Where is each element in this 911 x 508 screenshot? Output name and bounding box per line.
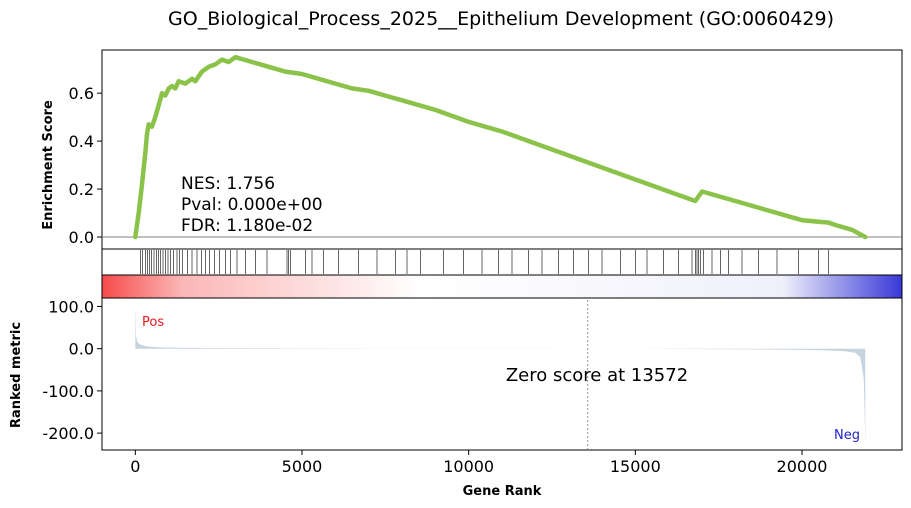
x-tick-label: 15000: [610, 457, 661, 476]
metric-tick-label: -200.0: [42, 424, 94, 443]
metric-y-ticks: 100.0 0.0 -100.0 -200.0: [42, 297, 102, 443]
rank-gradient-bar: [101, 274, 903, 299]
running-es-line: [133, 54, 868, 240]
es-tick-label: 0.6: [69, 84, 94, 103]
es-tick-label: 0.2: [69, 180, 94, 199]
metric-panel-frame: [101, 297, 903, 451]
x-axis-label: Gene Rank: [463, 484, 542, 499]
x-tick-label: 20000: [777, 457, 828, 476]
es-ylabel: Enrichment Score: [41, 100, 56, 230]
ranked-metric-area: [135, 306, 866, 446]
x-axis-ticks: 0 5000 10000 15000 20000: [130, 450, 827, 476]
es-tick-label: 0.4: [69, 132, 94, 151]
pval-text: Pval: 0.000e+00: [181, 195, 323, 215]
pos-label: Pos: [142, 315, 164, 330]
neg-label: Neg: [834, 428, 860, 443]
metric-ylabel: Ranked metric: [9, 322, 24, 428]
metric-tick-label: 0.0: [69, 340, 94, 359]
fdr-text: FDR: 1.180e-02: [181, 216, 313, 236]
metric-tick-label: 100.0: [48, 297, 94, 316]
es-tick-label: 0.0: [69, 228, 94, 247]
x-tick-label: 0: [130, 457, 140, 476]
x-tick-label: 10000: [443, 457, 494, 476]
chart-title: GO_Biological_Process_2025__Epithelium D…: [168, 8, 834, 30]
zero-score-label: Zero score at 13572: [506, 365, 688, 386]
hits-panel-frame: [101, 248, 903, 276]
hit-markers: [140, 250, 829, 274]
metric-tick-label: -100.0: [42, 382, 94, 401]
x-tick-label: 5000: [282, 457, 323, 476]
nes-text: NES: 1.756: [181, 174, 275, 194]
es-y-ticks: 0.0 0.2 0.4 0.6: [69, 84, 102, 247]
